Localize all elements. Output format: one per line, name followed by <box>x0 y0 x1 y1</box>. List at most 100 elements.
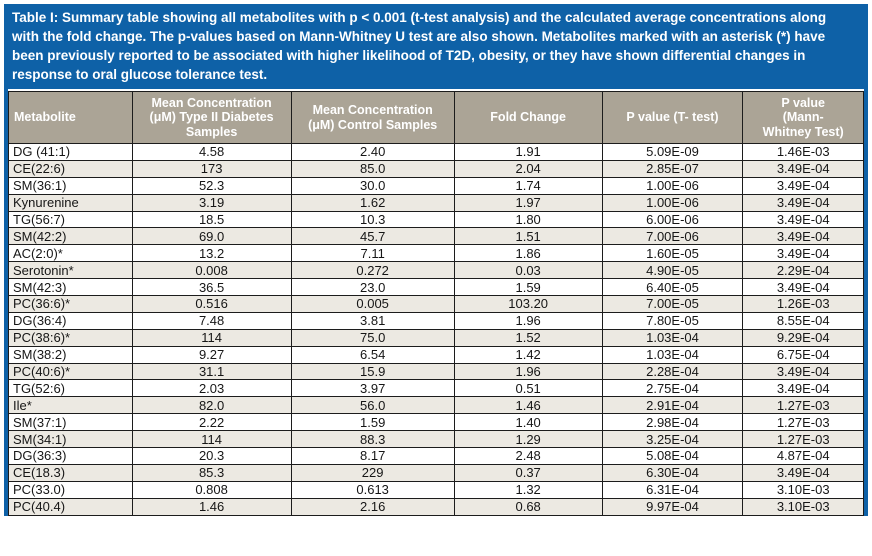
value-cell: 1.46 <box>453 396 603 415</box>
table-row: DG (41:1) 4.58 2.40 1.91 5.09E-09 1.46E-03 <box>8 143 864 161</box>
value-cell: 2.03 <box>131 379 292 398</box>
value-cell: 69.0 <box>131 227 292 246</box>
value-cell: 2.40 <box>290 143 455 161</box>
metabolite-name-cell: CE(22:6) <box>8 159 133 178</box>
value-cell: 85.3 <box>131 463 292 482</box>
value-cell: 1.80 <box>453 210 603 229</box>
value-cell: 75.0 <box>290 328 455 347</box>
table-row: Kynurenine 3.19 1.62 1.97 1.00E-06 3.49E-04 <box>8 193 864 212</box>
value-cell: 1.00E-06 <box>601 193 744 212</box>
value-cell: 103.20 <box>453 295 603 313</box>
value-cell: 3.49E-04 <box>742 278 864 297</box>
metabolite-name-cell: SM(34:1) <box>8 430 133 449</box>
value-cell: 3.49E-04 <box>742 244 864 263</box>
table-figure: Table I: Summary table showing all metab… <box>4 4 868 516</box>
value-cell: 3.49E-04 <box>742 159 864 178</box>
value-cell: 1.46 <box>131 497 292 516</box>
value-cell: 1.59 <box>290 413 455 432</box>
value-cell: 1.03E-04 <box>601 328 744 347</box>
metabolite-name-cell: TG(52:6) <box>8 379 133 398</box>
metabolite-name-cell: PC(38:6)* <box>8 328 133 347</box>
value-cell: 2.04 <box>453 159 603 178</box>
value-cell: 3.25E-04 <box>601 430 744 449</box>
value-cell: 4.58 <box>131 143 292 161</box>
value-cell: 2.75E-04 <box>601 379 744 398</box>
table-row: DG(36:3) 20.3 8.17 2.48 5.08E-04 4.87E-04 <box>8 447 864 465</box>
value-cell: 1.00E-06 <box>601 176 744 195</box>
value-cell: 173 <box>131 159 292 178</box>
table-caption: Table I: Summary table showing all metab… <box>8 5 864 89</box>
value-cell: 2.85E-07 <box>601 159 744 178</box>
value-cell: 1.26E-03 <box>742 295 864 313</box>
value-cell: 1.60E-05 <box>601 244 744 263</box>
table-caption-text: : Summary table showing all metabolites … <box>12 10 827 82</box>
table-row: PC(40.4) 1.46 2.16 0.68 9.97E-04 3.10E-03 <box>8 497 864 516</box>
value-cell: 7.48 <box>131 311 292 330</box>
value-cell: 36.5 <box>131 278 292 297</box>
value-cell: 2.98E-04 <box>601 413 744 432</box>
value-cell: 1.74 <box>453 176 603 195</box>
metabolite-name-cell: PC(40:6)* <box>8 362 133 381</box>
header-row: Metabolite Mean Concentration (μM) Type I… <box>8 91 864 144</box>
value-cell: 8.55E-04 <box>742 311 864 330</box>
value-cell: 3.97 <box>290 379 455 398</box>
value-cell: 0.008 <box>131 261 292 280</box>
value-cell: 4.90E-05 <box>601 261 744 280</box>
value-cell: 3.49E-04 <box>742 227 864 246</box>
value-cell: 6.31E-04 <box>601 480 744 499</box>
metabolite-name-cell: PC(40.4) <box>8 497 133 516</box>
value-cell: 1.40 <box>453 413 603 432</box>
metabolite-name-cell: DG(36:3) <box>8 447 133 465</box>
metabolite-name-cell: SM(36:1) <box>8 176 133 195</box>
table-row: CE(18.3) 85.3 229 0.37 6.30E-04 3.49E-04 <box>8 463 864 482</box>
value-cell: 3.49E-04 <box>742 193 864 212</box>
value-cell: 229 <box>290 463 455 482</box>
value-cell: 3.10E-03 <box>742 497 864 516</box>
value-cell: 45.7 <box>290 227 455 246</box>
table-row: SM(42:3) 36.5 23.0 1.59 6.40E-05 3.49E-04 <box>8 278 864 297</box>
value-cell: 1.27E-03 <box>742 413 864 432</box>
table-row: SM(38:2) 9.27 6.54 1.42 1.03E-04 6.75E-04 <box>8 345 864 364</box>
value-cell: 3.49E-04 <box>742 176 864 195</box>
value-cell: 0.272 <box>290 261 455 280</box>
value-cell: 1.42 <box>453 345 603 364</box>
value-cell: 56.0 <box>290 396 455 415</box>
value-cell: 3.49E-04 <box>742 379 864 398</box>
value-cell: 23.0 <box>290 278 455 297</box>
value-cell: 0.68 <box>453 497 603 516</box>
value-cell: 2.28E-04 <box>601 362 744 381</box>
value-cell: 0.005 <box>290 295 455 313</box>
column-header-0: Metabolite <box>8 91 133 144</box>
metabolite-name-cell: SM(38:2) <box>8 345 133 364</box>
value-cell: 3.19 <box>131 193 292 212</box>
value-cell: 6.54 <box>290 345 455 364</box>
value-cell: 114 <box>131 328 292 347</box>
value-cell: 1.62 <box>290 193 455 212</box>
table-row: AC(2:0)* 13.2 7.11 1.86 1.60E-05 3.49E-04 <box>8 244 864 263</box>
table-row: Ile* 82.0 56.0 1.46 2.91E-04 1.27E-03 <box>8 396 864 415</box>
value-cell: 2.48 <box>453 447 603 465</box>
value-cell: 3.49E-04 <box>742 362 864 381</box>
value-cell: 3.10E-03 <box>742 480 864 499</box>
value-cell: 1.96 <box>453 362 603 381</box>
value-cell: 6.00E-06 <box>601 210 744 229</box>
metabolite-name-cell: DG(36:4) <box>8 311 133 330</box>
value-cell: 10.3 <box>290 210 455 229</box>
value-cell: 114 <box>131 430 292 449</box>
value-cell: 7.00E-05 <box>601 295 744 313</box>
table-row: TG(52:6) 2.03 3.97 0.51 2.75E-04 3.49E-04 <box>8 379 864 398</box>
column-header-1: Mean Concentration (μM) Type II Diabetes… <box>131 91 292 144</box>
metabolite-name-cell: Ile* <box>8 396 133 415</box>
value-cell: 82.0 <box>131 396 292 415</box>
metabolite-name-cell: SM(42:3) <box>8 278 133 297</box>
value-cell: 6.40E-05 <box>601 278 744 297</box>
value-cell: 0.516 <box>131 295 292 313</box>
metabolite-name-cell: AC(2:0)* <box>8 244 133 263</box>
value-cell: 9.97E-04 <box>601 497 744 516</box>
value-cell: 0.808 <box>131 480 292 499</box>
value-cell: 88.3 <box>290 430 455 449</box>
value-cell: 3.49E-04 <box>742 463 864 482</box>
metabolite-name-cell: Serotonin* <box>8 261 133 280</box>
value-cell: 8.17 <box>290 447 455 465</box>
value-cell: 1.59 <box>453 278 603 297</box>
